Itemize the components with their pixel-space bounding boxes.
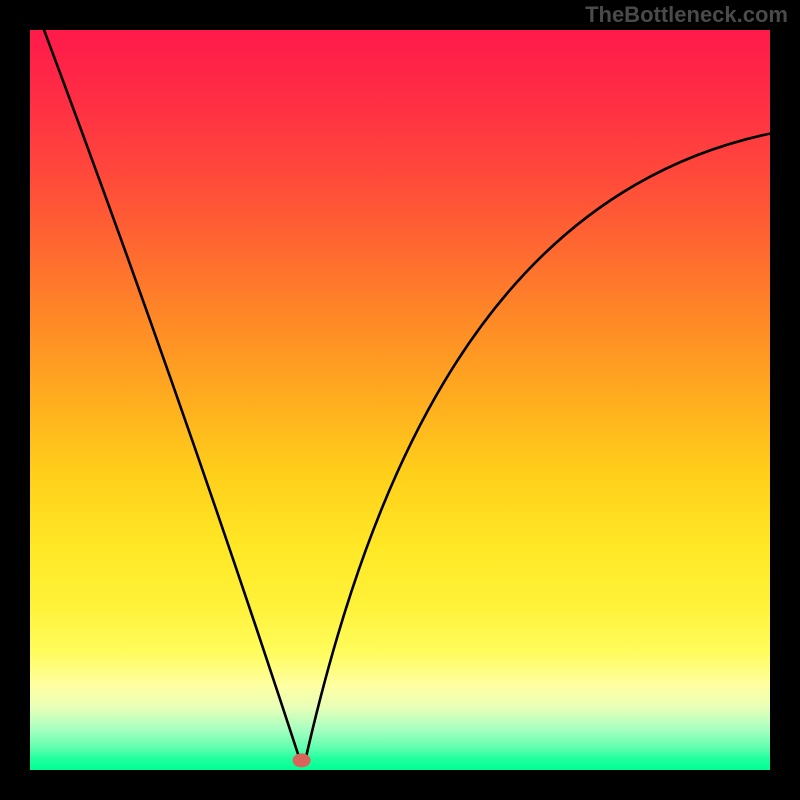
watermark-text: TheBottleneck.com xyxy=(585,2,788,28)
optimum-marker xyxy=(293,753,311,767)
chart-container: TheBottleneck.com xyxy=(0,0,800,800)
bottleneck-curve-chart xyxy=(30,30,770,770)
plot-area xyxy=(30,30,770,770)
gradient-background xyxy=(30,30,770,770)
